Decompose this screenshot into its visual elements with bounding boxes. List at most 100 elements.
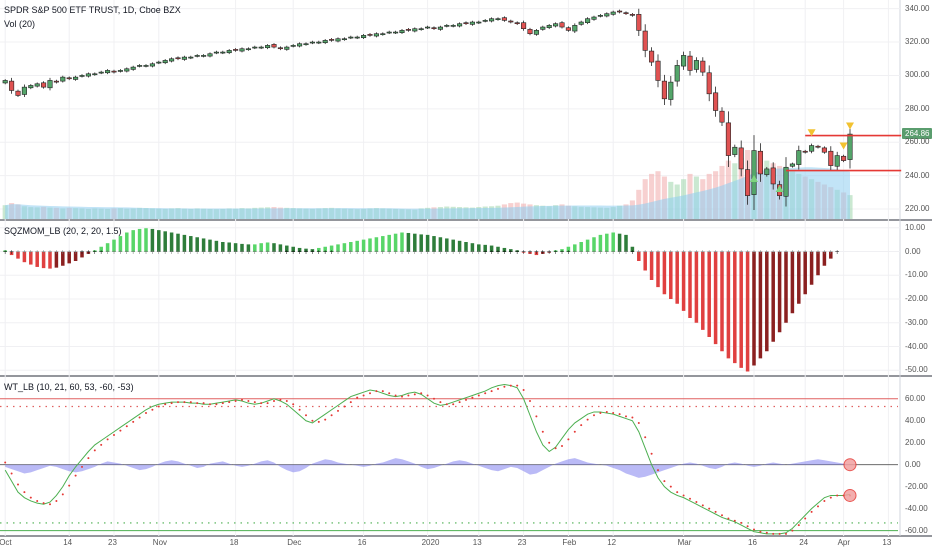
squeeze-dot: + [675,249,680,256]
x-axis-tick-label: 18 [229,538,239,547]
wt2-point [612,412,615,415]
wt2-point [401,395,403,398]
candle-body [149,63,155,67]
x-axis-tick-label: 12 [607,538,617,547]
wt2-point [663,480,666,483]
wt2-point [157,405,160,408]
squeeze-dot: + [246,249,251,256]
wt2-point [17,483,19,486]
candle-body [53,80,59,83]
squeeze-dot: + [271,249,276,256]
wt2-point [426,394,429,397]
wavetrend-title: WT_LB (10, 21, 60, 53, -60, -53) [4,382,134,392]
candle-body [719,110,725,123]
squeeze-dot: + [188,249,193,256]
candle-body [559,22,565,28]
candle-body [540,26,546,30]
squeeze-dot: + [41,249,46,256]
candle-body [693,60,699,70]
wt2-point [125,425,128,428]
candle-body [60,76,66,82]
wt2-point [567,438,570,441]
wt2-point [413,393,416,396]
squeeze-dot: + [783,249,788,256]
candle-body [674,65,680,82]
squeeze-dot: + [451,249,456,256]
candle-body [271,44,277,48]
candle-body [239,48,245,52]
wt2-point [484,392,487,395]
candle-body [258,46,264,49]
candle-body [233,49,239,51]
wt2-point [708,507,711,510]
candle-body [533,30,539,35]
candle-body [482,20,488,22]
squeeze-dot: + [751,249,756,256]
candle-body [405,29,411,31]
candle-body [469,21,475,25]
candle-body [98,71,104,74]
squeeze-dot: + [367,249,372,256]
wt2-point [701,504,704,507]
candle-body [553,23,559,27]
wavetrend-axis-tick-label: -20.00 [905,481,928,491]
wt2-point [836,494,839,497]
sell-signal-marker [846,122,854,130]
squeeze-dot: + [700,249,705,256]
wt2-point [593,414,595,417]
candle-body [354,36,360,39]
wt2-point [100,443,103,446]
squeeze-dot: + [265,249,270,256]
buy-signal-marker [750,174,758,182]
x-axis-tick-label: 23 [108,538,117,547]
candle-body [265,45,271,49]
candle-body [117,70,123,72]
candle-body [700,60,706,73]
candle-body [252,46,258,49]
wt2-point [445,403,448,406]
squeeze-dot: + [22,249,27,256]
squeeze-dot: + [489,249,494,256]
wt2-point [266,402,269,405]
candle-body [290,45,296,47]
wt2-point [138,416,141,419]
squeeze-dot: + [182,249,187,256]
x-axis-tick-label: Nov [152,538,168,547]
squeeze-dot: + [815,249,820,256]
x-axis-tick-label: 16 [357,538,367,547]
wt2-point [119,429,122,432]
squeeze-dot: + [662,249,667,256]
price-axis-tick-label: 240.00 [905,170,930,180]
wt2-point [164,403,167,406]
candle-body [79,75,85,77]
candle-body [412,28,418,32]
candle-body [361,35,367,39]
candle-body [21,86,27,95]
candle-body [508,20,514,23]
squeeze-dot: + [438,249,443,256]
wt2-point [388,392,391,395]
squeeze-dot: + [175,249,180,256]
candle-body [745,169,751,196]
price-axis-tick-label: 300.00 [905,70,930,80]
wt2-point [298,408,301,411]
candle-body [521,22,527,30]
squeeze-dot: + [137,249,142,256]
squeeze-dot: + [3,249,8,256]
squeeze-dot: + [431,249,436,256]
candle-body [489,18,495,22]
x-axis-tick-label: Dec [287,538,302,547]
squeeze-dot: + [342,249,347,256]
squeeze-dot: + [54,249,59,256]
candle-body [604,13,610,17]
squeeze-dot: + [444,249,449,256]
wt2-point [503,385,506,388]
x-axis-tick-label: 24 [799,538,809,547]
candle-body [28,85,34,89]
x-axis-tick-label: Oct [0,538,12,547]
wt2-point [381,390,384,393]
wt2-point [746,525,749,528]
squeeze-dot: + [483,249,488,256]
squeeze-dot: + [28,249,33,256]
squeeze-dot: + [105,249,110,256]
